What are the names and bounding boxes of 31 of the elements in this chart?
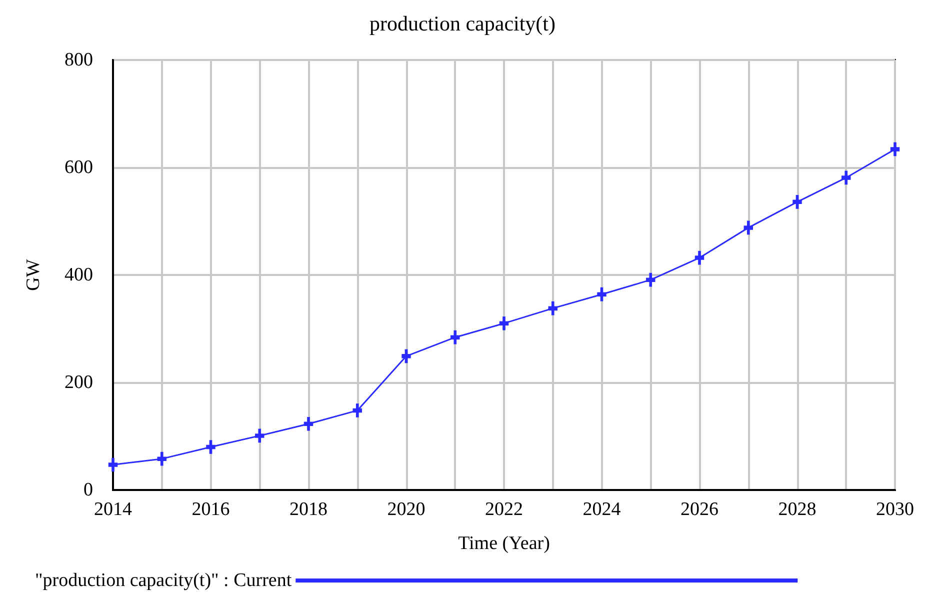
x-tick-label: 2024 — [582, 499, 622, 520]
point — [646, 273, 656, 287]
x-tick-label: 2020 — [387, 499, 426, 520]
point — [744, 220, 754, 234]
x-tick-label: 2026 — [680, 499, 718, 520]
point — [304, 417, 314, 431]
y-tick-label: 800 — [64, 50, 93, 70]
y-tick-label: 0 — [84, 480, 93, 500]
text: "production capacity(t)" : Current — [34, 570, 292, 591]
point — [499, 316, 509, 330]
x-tick-label: 2016 — [192, 499, 230, 520]
x-tick-label: 2014 — [94, 499, 132, 520]
x-tick-label: 2030 — [876, 499, 914, 520]
point — [352, 404, 362, 418]
x-tick-label: 2028 — [778, 499, 816, 520]
point — [890, 142, 900, 156]
point — [841, 170, 851, 184]
point — [548, 302, 558, 316]
point — [450, 330, 460, 344]
point — [157, 452, 167, 466]
point — [694, 251, 704, 265]
x-tick-label: 2022 — [485, 499, 523, 520]
x-axis-title: Time (Year) — [458, 533, 550, 554]
chart-title: production capacity(t) — [369, 12, 556, 36]
point — [254, 428, 264, 442]
y-axis-title: GW — [23, 259, 44, 291]
x-tick-label: 2018 — [290, 499, 328, 520]
y-tick-label: 400 — [64, 264, 93, 286]
y-tick-label: 600 — [64, 157, 93, 178]
point — [108, 458, 118, 472]
y-tick-label: 200 — [64, 372, 93, 393]
